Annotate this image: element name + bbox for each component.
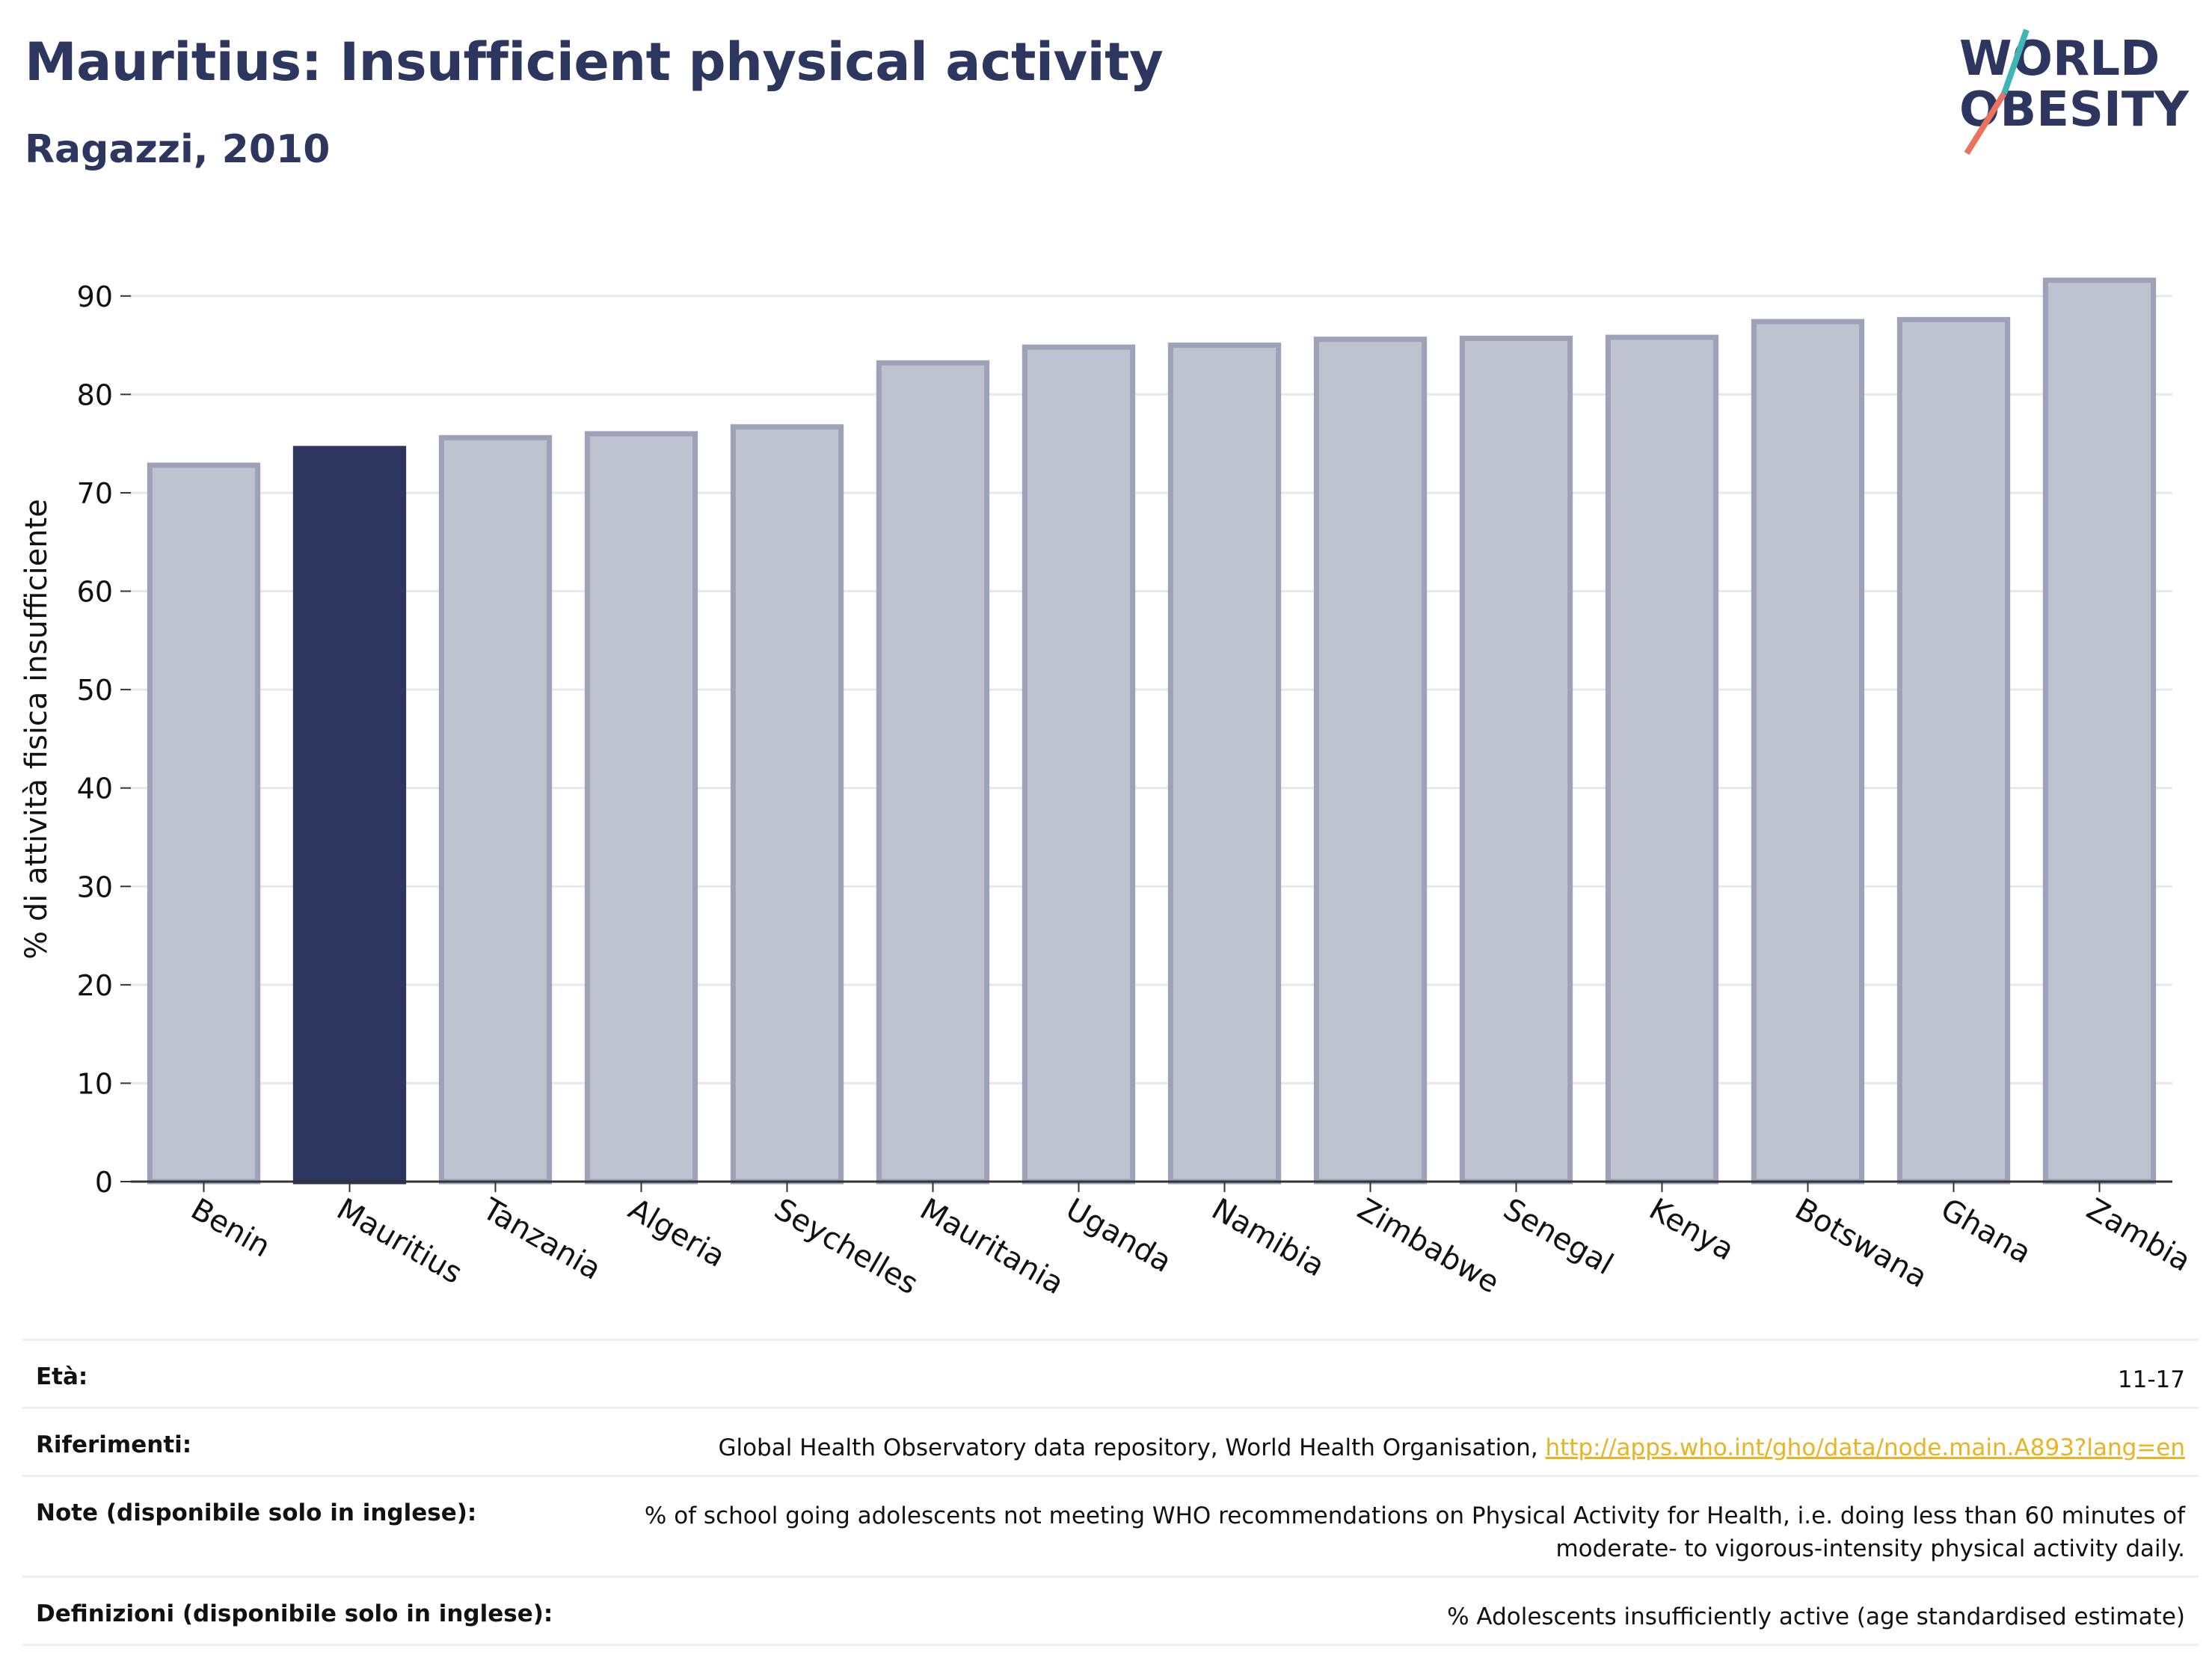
y-tick-label: 0	[95, 1166, 113, 1199]
footer-value-references: Global Health Observatory data repositor…	[718, 1431, 2185, 1464]
bar-zambia	[2042, 277, 2157, 1185]
x-tick-label-namibia: Namibia	[1206, 1192, 1330, 1284]
y-tick-label: 70	[77, 477, 113, 510]
world-obesity-logo: WORLD OBESITY	[1959, 28, 2189, 156]
x-tick-label-seychelles: Seychelles	[769, 1192, 924, 1301]
footer-row-definitions: Definizioni (disponibile solo in inglese…	[22, 1576, 2199, 1646]
gridlines	[131, 295, 2172, 1084]
x-tick-label-algeria: Algeria	[623, 1192, 731, 1274]
footer-row-references: Riferimenti: Global Health Observatory d…	[22, 1407, 2199, 1475]
footer-value-definitions: % Adolescents insufficiently active (age…	[1447, 1603, 2185, 1630]
x-tick-label-mauritius: Mauritius	[331, 1192, 468, 1291]
svg-text:WORLD: WORLD	[1959, 31, 2160, 87]
footer-row-age: Età: 11-17	[22, 1339, 2199, 1407]
footer-label-definitions: Definizioni (disponibile solo in inglese…	[36, 1600, 553, 1627]
bar-namibia	[1167, 343, 1282, 1185]
bar-algeria	[584, 431, 698, 1185]
footer-label-age: Età:	[36, 1363, 88, 1390]
x-tick-label-uganda: Uganda	[1060, 1192, 1178, 1280]
y-tick-label: 50	[77, 674, 113, 707]
y-tick-label: 30	[77, 871, 113, 903]
bar-seychelles	[730, 424, 844, 1185]
bar-chart: 0 10 20 30 40 50 60 70 80 90 Benin Mauritius Tanzan…	[19, 277, 2197, 1301]
footer-label-notes: Note (disponibile solo in inglese):	[36, 1499, 477, 1526]
x-tick-label-zimbabwe: Zimbabwe	[1352, 1192, 1505, 1301]
metadata-footer: Età: 11-17 Riferimenti: Global Health Ob…	[22, 1339, 2199, 1646]
x-tick-label-senegal: Senegal	[1498, 1192, 1619, 1282]
y-tick-label: 80	[77, 378, 113, 411]
y-tick-label: 90	[77, 280, 113, 313]
y-tick-label: 10	[77, 1067, 113, 1100]
bars	[147, 277, 2157, 1185]
x-tick-label-benin: Benin	[185, 1192, 277, 1265]
references-text: Global Health Observatory data repositor…	[718, 1434, 1546, 1461]
footer-value-age: 11-17	[2117, 1366, 2185, 1393]
references-link[interactable]: http://apps.who.int/gho/data/node.main.A…	[1545, 1434, 2185, 1461]
bar-zimbabwe	[1313, 337, 1428, 1185]
y-axis-ticks: 0 10 20 30 40 50 60 70 80 90	[77, 280, 131, 1199]
bar-kenya	[1605, 334, 1719, 1185]
y-axis-label: % di attività fisica insufficiente	[19, 499, 54, 959]
x-tick-label-tanzania: Tanzania	[476, 1191, 607, 1286]
footer-label-references: Riferimenti:	[36, 1431, 192, 1458]
y-tick-label: 20	[77, 969, 113, 1002]
x-tick-label-ghana: Ghana	[1935, 1192, 2037, 1271]
bar-mauritania	[876, 360, 990, 1185]
bar-uganda	[1021, 344, 1136, 1185]
x-axis-ticks: Benin Mauritius Tanzania Algeria SeychellesM…	[185, 1182, 2197, 1301]
x-tick-label-mauritania: Mauritania	[915, 1192, 1070, 1301]
chart-subtitle: Ragazzi, 2010	[25, 127, 331, 172]
bar-senegal	[1459, 335, 1573, 1185]
y-tick-label: 60	[77, 576, 113, 609]
x-tick-label-kenya: Kenya	[1644, 1192, 1740, 1268]
footer-row-notes: Note (disponibile solo in inglese): % of…	[22, 1475, 2199, 1576]
bar-benin	[147, 462, 261, 1185]
x-tick-label-botswana: Botswana	[1789, 1192, 1933, 1295]
bar-ghana	[1896, 316, 2011, 1185]
bar-mauritius	[292, 446, 407, 1185]
bar-botswana	[1751, 319, 1865, 1185]
bar-tanzania	[438, 435, 553, 1185]
y-tick-label: 40	[77, 773, 113, 805]
x-tick-label-zambia: Zambia	[2081, 1192, 2197, 1279]
svg-text:OBESITY: OBESITY	[1959, 82, 2189, 138]
footer-value-notes: % of school going adolescents not meetin…	[644, 1502, 2185, 1562]
chart-title: Mauritius: Insufficient physical activit…	[25, 31, 1164, 93]
